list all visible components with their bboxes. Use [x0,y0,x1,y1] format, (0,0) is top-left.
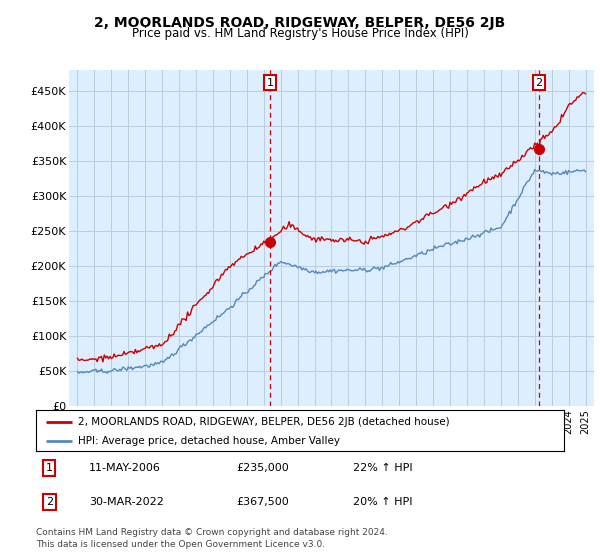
Text: 22% ↑ HPI: 22% ↑ HPI [353,463,412,473]
Text: 2: 2 [46,497,53,507]
Text: Contains HM Land Registry data © Crown copyright and database right 2024.: Contains HM Land Registry data © Crown c… [36,528,388,536]
Text: 2: 2 [535,78,542,87]
Text: 11-MAY-2006: 11-MAY-2006 [89,463,161,473]
Text: 20% ↑ HPI: 20% ↑ HPI [353,497,412,507]
Text: HPI: Average price, detached house, Amber Valley: HPI: Average price, detached house, Ambe… [78,436,340,446]
Text: 1: 1 [266,78,274,87]
Text: 2, MOORLANDS ROAD, RIDGEWAY, BELPER, DE56 2JB (detached house): 2, MOORLANDS ROAD, RIDGEWAY, BELPER, DE5… [78,417,450,427]
Text: 30-MAR-2022: 30-MAR-2022 [89,497,164,507]
Text: £235,000: £235,000 [236,463,289,473]
Text: 1: 1 [46,463,53,473]
Text: This data is licensed under the Open Government Licence v3.0.: This data is licensed under the Open Gov… [36,540,325,549]
Text: Price paid vs. HM Land Registry's House Price Index (HPI): Price paid vs. HM Land Registry's House … [131,27,469,40]
Text: £367,500: £367,500 [236,497,289,507]
Text: 2, MOORLANDS ROAD, RIDGEWAY, BELPER, DE56 2JB: 2, MOORLANDS ROAD, RIDGEWAY, BELPER, DE5… [94,16,506,30]
